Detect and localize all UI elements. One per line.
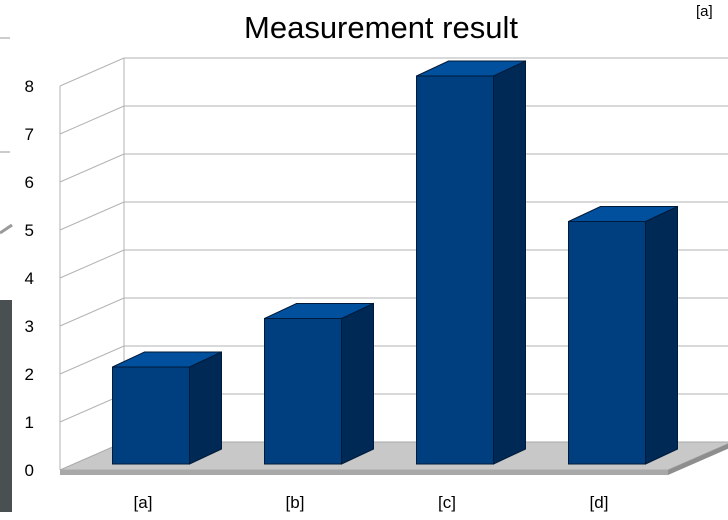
gridline-side (59, 297, 125, 327)
bar-front (568, 221, 646, 465)
x-axis-ticks: [a] [b] [c] [d] (134, 493, 609, 512)
chart-title: Measurement result (244, 10, 518, 45)
bar-front (416, 75, 494, 465)
y-tick-label: 8 (25, 77, 34, 96)
x-tick-label: [c] (438, 493, 456, 512)
floor-side-edge (668, 443, 728, 475)
bar-side (189, 351, 222, 465)
left-edge-stroke (0, 223, 13, 235)
y-axis-ticks: 0 1 2 3 4 5 6 7 8 (25, 77, 34, 480)
bar (112, 351, 222, 465)
y-tick-label: 2 (25, 365, 34, 384)
left-edge-panel (0, 300, 12, 512)
chart-floor (59, 441, 728, 475)
gridline-side (59, 249, 125, 279)
y-tick-label: 7 (25, 125, 34, 144)
bar-front (112, 366, 190, 465)
x-tick-label: [a] (134, 493, 153, 512)
x-tick-label: [b] (286, 493, 305, 512)
gridline-side (59, 105, 125, 135)
bar-side (645, 205, 678, 465)
gridline-side (59, 345, 125, 375)
legend-label: [a] (696, 3, 713, 20)
bar (264, 302, 374, 465)
bar (416, 60, 526, 465)
y-tick-label: 0 (25, 461, 34, 480)
x-tick-label: [d] (590, 493, 609, 512)
bar-side (341, 302, 374, 465)
bar-side (493, 60, 526, 465)
bar-front (264, 318, 342, 465)
bar (568, 205, 678, 465)
bars (112, 60, 678, 465)
y-tick-label: 6 (25, 173, 34, 192)
y-tick-label: 3 (25, 317, 34, 336)
y-tick-label: 4 (25, 269, 34, 288)
y-tick-label: 1 (25, 413, 34, 432)
gridline-side (59, 201, 125, 231)
gridline-side (59, 57, 125, 87)
floor-edge (60, 470, 668, 475)
y-tick-label: 5 (25, 221, 34, 240)
gridline-side (59, 153, 125, 183)
